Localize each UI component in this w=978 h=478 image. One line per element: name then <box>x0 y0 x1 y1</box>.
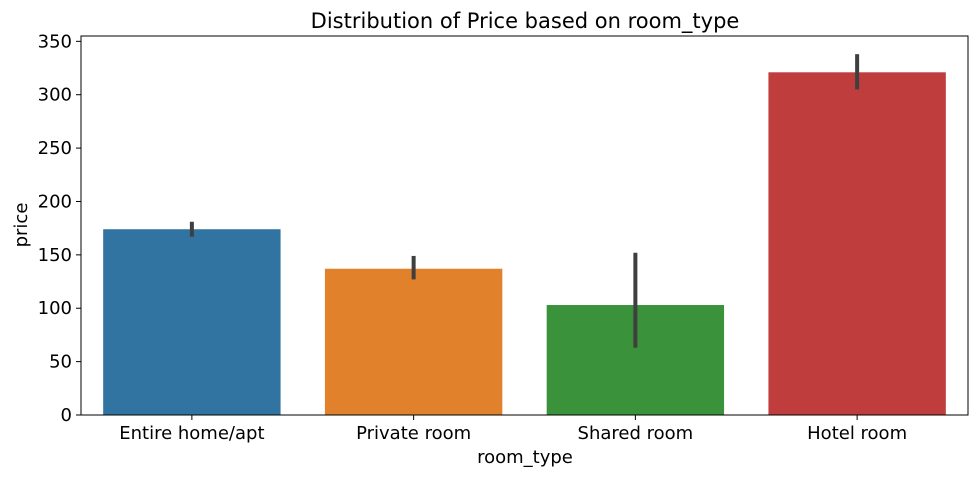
y-tick-label: 200 <box>38 191 72 212</box>
y-tick-label: 250 <box>38 138 72 159</box>
y-axis-label: price <box>11 203 32 248</box>
y-tick-label: 100 <box>38 298 72 319</box>
y-tick-label: 150 <box>38 245 72 266</box>
y-tick-label: 0 <box>61 405 72 426</box>
y-tick-label: 350 <box>38 31 72 52</box>
bar-entire-home-apt <box>103 229 281 415</box>
x-tick-label: Entire home/apt <box>119 423 264 444</box>
bar-hotel-room <box>768 72 946 416</box>
bar-private-room <box>324 268 503 415</box>
x-tick-label: Shared room <box>578 423 694 444</box>
axes-frame <box>80 35 969 416</box>
chart-title: Distribution of Price based on room_type <box>311 9 740 34</box>
plot-area: Entire home/apt Private room Shared room Ho… <box>38 31 969 444</box>
x-tick-label: Private room <box>356 423 471 444</box>
y-tick-label: 300 <box>38 85 72 106</box>
y-tick-label: 50 <box>49 352 72 373</box>
x-axis-label: room_type <box>477 447 573 468</box>
x-tick-label: Hotel room <box>807 423 907 444</box>
